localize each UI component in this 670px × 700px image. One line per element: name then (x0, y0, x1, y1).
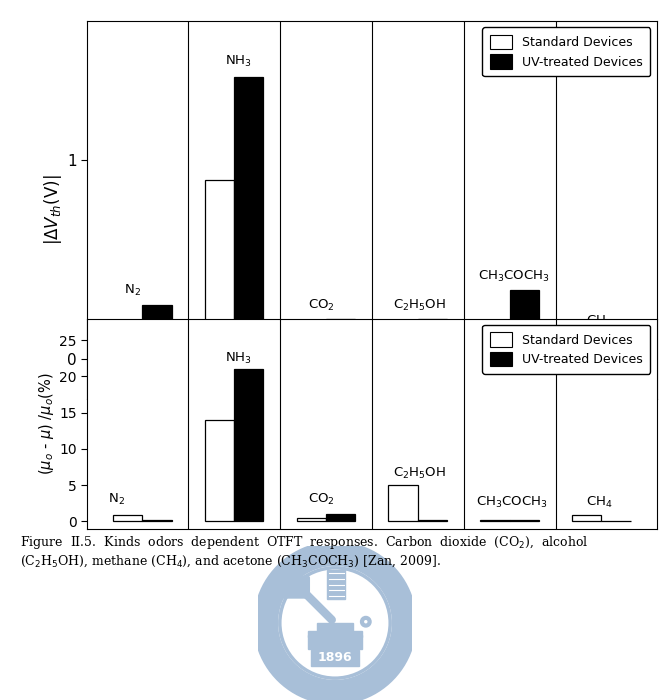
Text: CH$_4$: CH$_4$ (586, 314, 612, 330)
Polygon shape (343, 551, 349, 556)
Text: CO$_2$: CO$_2$ (308, 491, 334, 507)
Polygon shape (290, 563, 297, 569)
Polygon shape (299, 683, 306, 689)
Text: 1896: 1896 (318, 652, 352, 664)
Polygon shape (395, 587, 401, 594)
Text: NH$_3$: NH$_3$ (225, 54, 251, 69)
Polygon shape (403, 620, 408, 626)
Bar (389, 485, 418, 522)
Bar (113, 515, 142, 522)
Bar (418, 319, 447, 359)
Bar (297, 517, 326, 522)
Y-axis label: |$\Delta V_{th}$(V)|: |$\Delta V_{th}$(V)| (42, 175, 64, 245)
Legend: Standard Devices, UV-treated Devices: Standard Devices, UV-treated Devices (482, 27, 651, 76)
Text: CH$_4$: CH$_4$ (586, 496, 612, 510)
Bar (326, 319, 355, 359)
Polygon shape (389, 662, 395, 668)
Bar (602, 521, 631, 522)
Bar (480, 354, 510, 359)
Polygon shape (373, 563, 380, 569)
Polygon shape (310, 687, 316, 693)
Bar (234, 369, 263, 522)
Polygon shape (364, 557, 371, 563)
Text: CH$_3$COCH$_3$: CH$_3$COCH$_3$ (478, 269, 550, 284)
Text: N$_2$: N$_2$ (109, 491, 125, 507)
Text: NH$_3$: NH$_3$ (225, 351, 251, 365)
Legend: Standard Devices, UV-treated Devices: Standard Devices, UV-treated Devices (482, 325, 651, 374)
Polygon shape (269, 587, 275, 594)
Polygon shape (399, 642, 405, 648)
Polygon shape (403, 609, 407, 615)
Bar (480, 520, 510, 522)
Text: CO$_2$: CO$_2$ (308, 298, 334, 314)
Polygon shape (395, 652, 401, 659)
Polygon shape (382, 670, 389, 676)
FancyBboxPatch shape (317, 623, 353, 634)
Polygon shape (332, 692, 338, 696)
Polygon shape (310, 553, 316, 559)
Polygon shape (321, 690, 327, 695)
Bar (602, 335, 631, 359)
Polygon shape (265, 642, 271, 648)
Polygon shape (275, 578, 281, 584)
Bar (113, 349, 142, 359)
Polygon shape (281, 570, 288, 576)
FancyBboxPatch shape (308, 634, 362, 649)
FancyBboxPatch shape (311, 650, 359, 666)
Bar (572, 359, 602, 368)
Bar (418, 520, 447, 522)
Bar (204, 420, 234, 522)
Bar (297, 359, 326, 369)
Bar (510, 520, 539, 522)
Bar (389, 349, 418, 359)
Bar (234, 77, 263, 359)
Text: CH$_3$COCH$_3$: CH$_3$COCH$_3$ (476, 496, 547, 510)
Polygon shape (275, 662, 281, 668)
Polygon shape (389, 578, 395, 584)
Polygon shape (262, 620, 267, 626)
Circle shape (275, 564, 395, 682)
Text: N$_2$: N$_2$ (124, 282, 141, 298)
Polygon shape (263, 609, 267, 615)
Polygon shape (269, 652, 275, 659)
Polygon shape (354, 687, 360, 693)
Bar (326, 514, 355, 522)
Polygon shape (373, 677, 380, 683)
Bar (510, 290, 539, 359)
Bar (348, 649, 358, 663)
Polygon shape (382, 570, 389, 576)
Bar (312, 649, 322, 663)
FancyBboxPatch shape (279, 576, 310, 598)
Bar (572, 515, 602, 522)
Text: Figure  II.5.  Kinds  odors  dependent  OTFT  responses.  Carbon  dioxide  (CO$_: Figure II.5. Kinds odors dependent OTFT … (20, 534, 588, 569)
Text: C$_2$H$_5$OH: C$_2$H$_5$OH (393, 466, 446, 482)
FancyBboxPatch shape (328, 570, 345, 598)
FancyBboxPatch shape (308, 631, 362, 637)
Polygon shape (364, 683, 371, 689)
Polygon shape (321, 551, 327, 556)
Y-axis label: ($\mu_o$ - $\mu$) /$\mu_o$(%): ($\mu_o$ - $\mu$) /$\mu_o$(%) (38, 372, 56, 475)
Polygon shape (343, 690, 349, 695)
Bar (142, 520, 172, 522)
Bar (204, 180, 234, 359)
Polygon shape (403, 631, 407, 637)
Polygon shape (299, 557, 306, 563)
Polygon shape (263, 631, 267, 637)
Polygon shape (332, 550, 338, 554)
Bar (142, 305, 172, 359)
Polygon shape (281, 670, 288, 676)
Text: C$_2$H$_5$OH: C$_2$H$_5$OH (393, 298, 446, 314)
Polygon shape (354, 553, 360, 559)
Polygon shape (290, 677, 297, 683)
Polygon shape (265, 598, 271, 604)
Polygon shape (399, 598, 405, 604)
